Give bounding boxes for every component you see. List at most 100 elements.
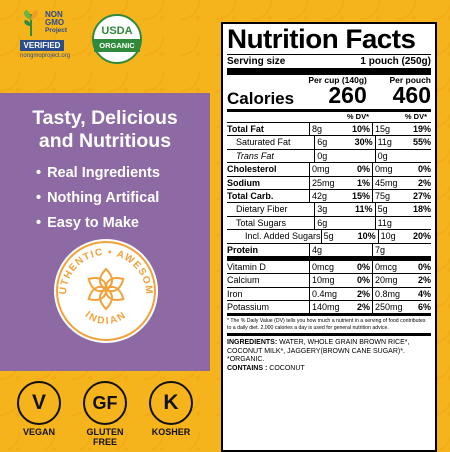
contains-label: CONTAINS :: [227, 364, 268, 372]
vegan-label: VEGAN: [22, 427, 55, 437]
nutrient-row: Saturated Fat 6g 30% 11g 55%: [227, 135, 431, 149]
nutrient-row: Cholesterol 0mg 0% 0mg 0%: [227, 162, 431, 176]
dv-per-pouch: 6%: [417, 302, 431, 313]
tagline: Tasty, Delicious and Nutritious: [0, 107, 210, 153]
dv-per-pouch: 2%: [417, 177, 431, 188]
dv-label-pouch: % DV*: [404, 112, 427, 121]
ngmo-line-3: Project: [45, 27, 68, 34]
dv-per-cup: 2%: [356, 288, 370, 299]
nutrition-title: Nutrition Facts: [227, 24, 416, 54]
nutrient-name: Potassium: [227, 302, 270, 313]
dv-per-pouch: 20%: [412, 231, 431, 242]
amount-per-cup: 0g: [314, 149, 342, 163]
dv-per-pouch: [407, 244, 431, 256]
dv-footnote: * The % Daily Value (DV) tells you how m…: [227, 318, 426, 331]
gluten-free-label: GLUTEN FREE: [86, 427, 124, 447]
feature-list: Real Ingredients Nothing Artifical Easy …: [36, 161, 160, 236]
ngmo-verified: VERIFIED: [20, 40, 64, 51]
non-gmo-logo: NON GMO Project VERIFIED nongmoproject.o…: [20, 8, 84, 74]
gluten-free-badge: GF GLUTEN FREE: [78, 381, 132, 447]
amount-per-pouch: 15g: [372, 123, 407, 136]
nutrient-name: Trans Fat: [236, 150, 274, 161]
amount-per-cup: 3g: [314, 203, 342, 216]
dv-per-pouch: [408, 150, 431, 162]
nutrient-name: Saturated Fat: [236, 137, 291, 148]
amount-per-cup: 0mcg: [309, 260, 338, 274]
dv-per-cup: 0%: [356, 275, 370, 286]
vegan-badge: V VEGAN: [12, 381, 66, 437]
nutrient-row: Iron 0.4mg 2% 0.8mg 4%: [227, 286, 431, 301]
nutrient-name: Incl. Added Sugars: [245, 231, 321, 242]
amount-per-pouch: 5g: [374, 203, 409, 216]
calories-per-cup: 260: [328, 82, 367, 108]
nutrient-row: Calcium 10mg 0% 20mg 2%: [227, 273, 431, 287]
amount-per-cup: 10mg: [309, 274, 338, 287]
amount-per-pouch: 10g: [377, 230, 410, 243]
dv-per-cup: 10%: [351, 124, 370, 134]
organic-note: *ORGANIC.: [227, 356, 265, 364]
contains-text: COCONUT: [269, 364, 305, 372]
amount-per-pouch: 0mg: [372, 163, 407, 176]
amount-per-pouch: 11g: [374, 136, 409, 149]
nutrient-name: Vitamin D: [227, 261, 266, 272]
usda-organic-logo: USDA ORGANIC: [92, 14, 142, 64]
dv-per-cup: [338, 244, 372, 256]
nutrient-name: Cholesterol: [227, 164, 277, 175]
usda-bottom: ORGANIC: [94, 39, 140, 52]
amount-per-cup: 5g: [320, 230, 347, 243]
kosher-badge: K KOSHER: [144, 381, 198, 437]
amount-per-pouch: 75g: [372, 189, 407, 203]
butterfly-leaf-icon: [23, 10, 39, 37]
dv-per-cup: 10%: [357, 231, 376, 242]
feature-item: Real Ingredients: [36, 161, 160, 186]
nutrient-name: Calcium: [227, 275, 260, 286]
kosher-label: KOSHER: [151, 427, 191, 437]
vegan-symbol: V: [17, 381, 61, 425]
dv-per-cup: [342, 150, 375, 162]
amount-per-pouch: 7g: [372, 243, 407, 256]
dv-per-pouch: 19%: [412, 124, 431, 134]
amount-per-cup: 6g: [314, 216, 342, 230]
calories-header: Per cup (140g) Per pouch: [227, 75, 431, 85]
nutrient-row: Total Carb. 42g 15% 75g 27%: [227, 188, 431, 203]
amount-per-cup: 8g: [309, 123, 338, 136]
nutrient-row: Trans Fat 0g 0g: [227, 148, 431, 163]
dv-per-cup: 0%: [356, 164, 370, 175]
serving-size-row: Serving size 1 pouch (250g): [227, 55, 431, 68]
dv-per-pouch: 0%: [417, 164, 431, 175]
dv-per-pouch: 18%: [412, 204, 431, 215]
dv-per-pouch: 27%: [412, 190, 431, 201]
amount-per-pouch: 0g: [374, 149, 409, 163]
dv-per-cup: [342, 217, 375, 229]
per-pouch-label: Per pouch: [389, 75, 431, 85]
nutrient-row: Vitamin D 0mcg 0% 0mcg 0%: [227, 260, 431, 274]
nutrient-name: Sodium: [227, 177, 260, 188]
usda-top: USDA: [101, 25, 133, 37]
amount-per-cup: 25mg: [309, 176, 338, 189]
nutrient-row: Incl. Added Sugars 5g 10% 10g 20%: [227, 229, 431, 243]
tagline-line-2: and Nutritious: [38, 130, 172, 152]
flower-mandala-icon: [87, 267, 125, 311]
amount-per-cup: 6g: [314, 136, 342, 149]
nutrient-row: Dietary Fiber 3g 11% 5g 18%: [227, 202, 431, 216]
amount-per-pouch: 0.8mg: [372, 287, 407, 301]
feature-item: Nothing Artifical: [36, 186, 160, 211]
calories-per-pouch: 460: [392, 82, 431, 108]
serving-size-label: Serving size: [227, 56, 286, 67]
dv-per-cup: 2%: [356, 302, 370, 313]
feature-item: Easy to Make: [36, 211, 160, 236]
micronutrient-rows: Vitamin D 0mcg 0% 0mcg 0% Calcium 10mg 0% 20mg 2%…: [227, 260, 431, 314]
ingredients-block: INGREDIENTS: WATER, WHOLE GRAIN BROWN RI…: [227, 336, 431, 373]
nutrient-row: Total Fat 8g 10% 15g 19%: [227, 122, 431, 136]
serving-size-value: 1 pouch (250g): [360, 56, 431, 67]
dv-per-pouch: [408, 217, 431, 229]
dv-label-cup: % DV*: [346, 112, 369, 121]
amount-per-pouch: 250mg: [372, 301, 407, 314]
dv-per-cup: 0%: [356, 261, 370, 272]
amount-per-pouch: 45mg: [372, 176, 407, 189]
calories-label: Calories: [227, 89, 295, 108]
amount-per-cup: 0mg: [309, 163, 338, 176]
ngmo-url: nongmoproject.org: [20, 53, 71, 59]
feature-panel: Tasty, Delicious and Nutritious Real Ing…: [0, 93, 210, 371]
nutrient-row: Sodium 25mg 1% 45mg 2%: [227, 175, 431, 189]
